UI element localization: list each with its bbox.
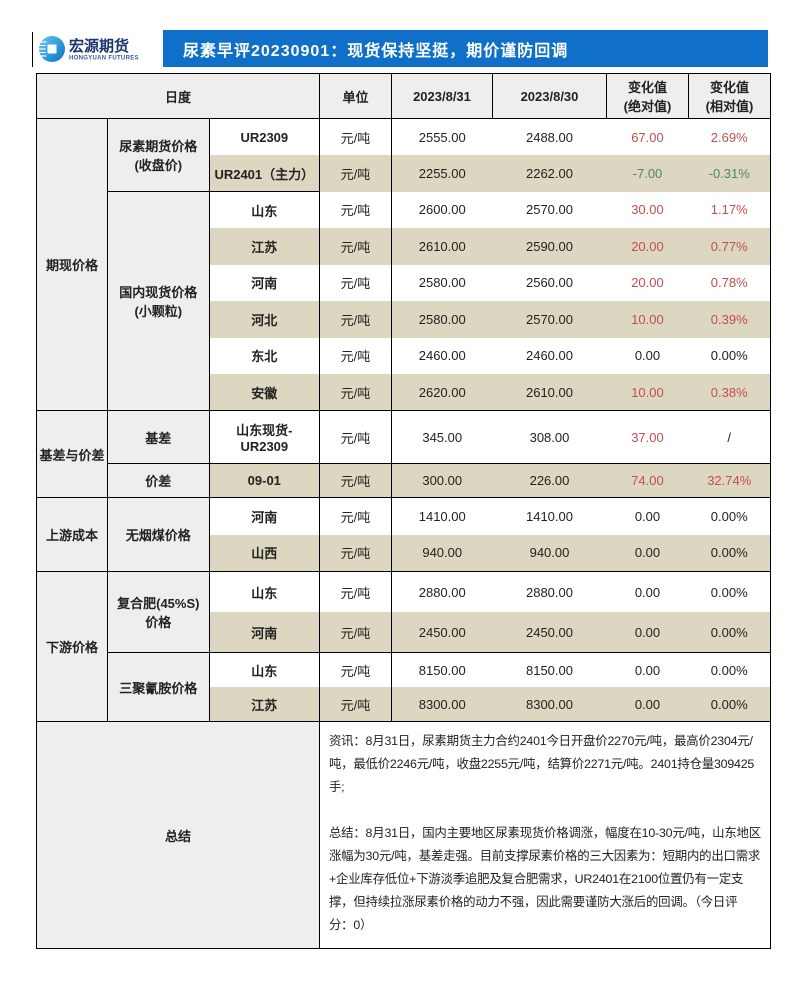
svg-text:HONGYUAN FUTURES: HONGYUAN FUTURES bbox=[69, 56, 139, 62]
svg-text:宏源期货: 宏源期货 bbox=[69, 37, 129, 55]
